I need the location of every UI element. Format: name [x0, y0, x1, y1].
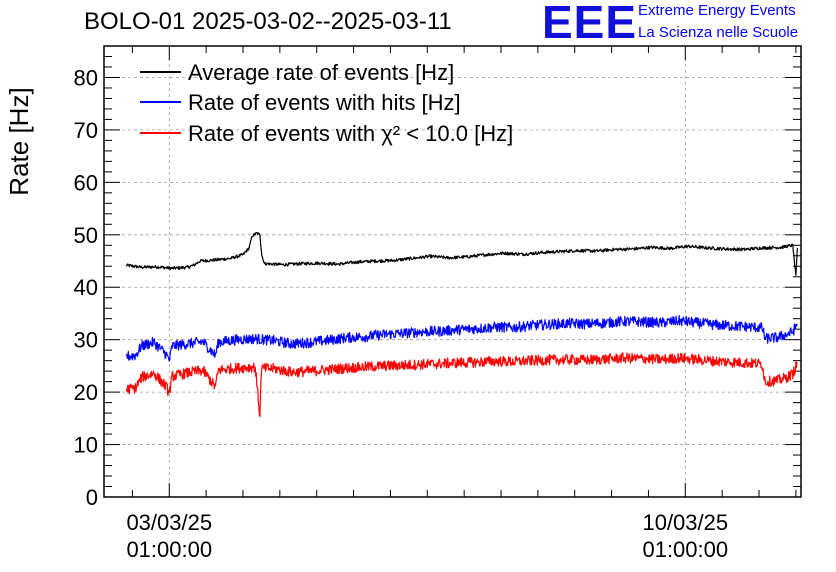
y-tick-label: 80: [74, 65, 98, 90]
series-line-2: [125, 352, 798, 418]
plot-frame: [103, 45, 802, 498]
y-tick-label: 0: [86, 485, 98, 510]
y-axis-label: Rate [Hz]: [4, 87, 34, 195]
series-line-1: [125, 314, 798, 362]
y-tick-label: 10: [74, 433, 98, 458]
y-tick-label: 20: [74, 380, 98, 405]
x-tick-label-date: 03/03/25: [126, 510, 212, 535]
legend-entry-2: Rate of events with χ² < 10.0 [Hz]: [188, 121, 513, 146]
legend-entry-1: Rate of events with hits [Hz]: [188, 90, 461, 115]
x-tick-label-date: 10/03/25: [642, 510, 728, 535]
legend-entry-0: Average rate of events [Hz]: [188, 60, 454, 85]
y-tick-label: 40: [74, 275, 98, 300]
logo-caption-line1: Extreme Energy Events: [638, 2, 796, 19]
y-tick-label: 70: [74, 118, 98, 143]
y-tick-label: 30: [74, 328, 98, 353]
chart-title: BOLO-01 2025-03-02--2025-03-11: [84, 8, 452, 35]
logo-caption-line2: La Scienza nelle Scuole: [638, 24, 799, 41]
y-tick-label: 60: [74, 170, 98, 195]
x-tick-label-time: 01:00:00: [642, 537, 728, 562]
eee-logo: EEE: [542, 0, 638, 48]
x-tick-label-time: 01:00:00: [126, 537, 212, 562]
series-line-0: [125, 232, 799, 276]
y-tick-label: 50: [74, 223, 98, 248]
